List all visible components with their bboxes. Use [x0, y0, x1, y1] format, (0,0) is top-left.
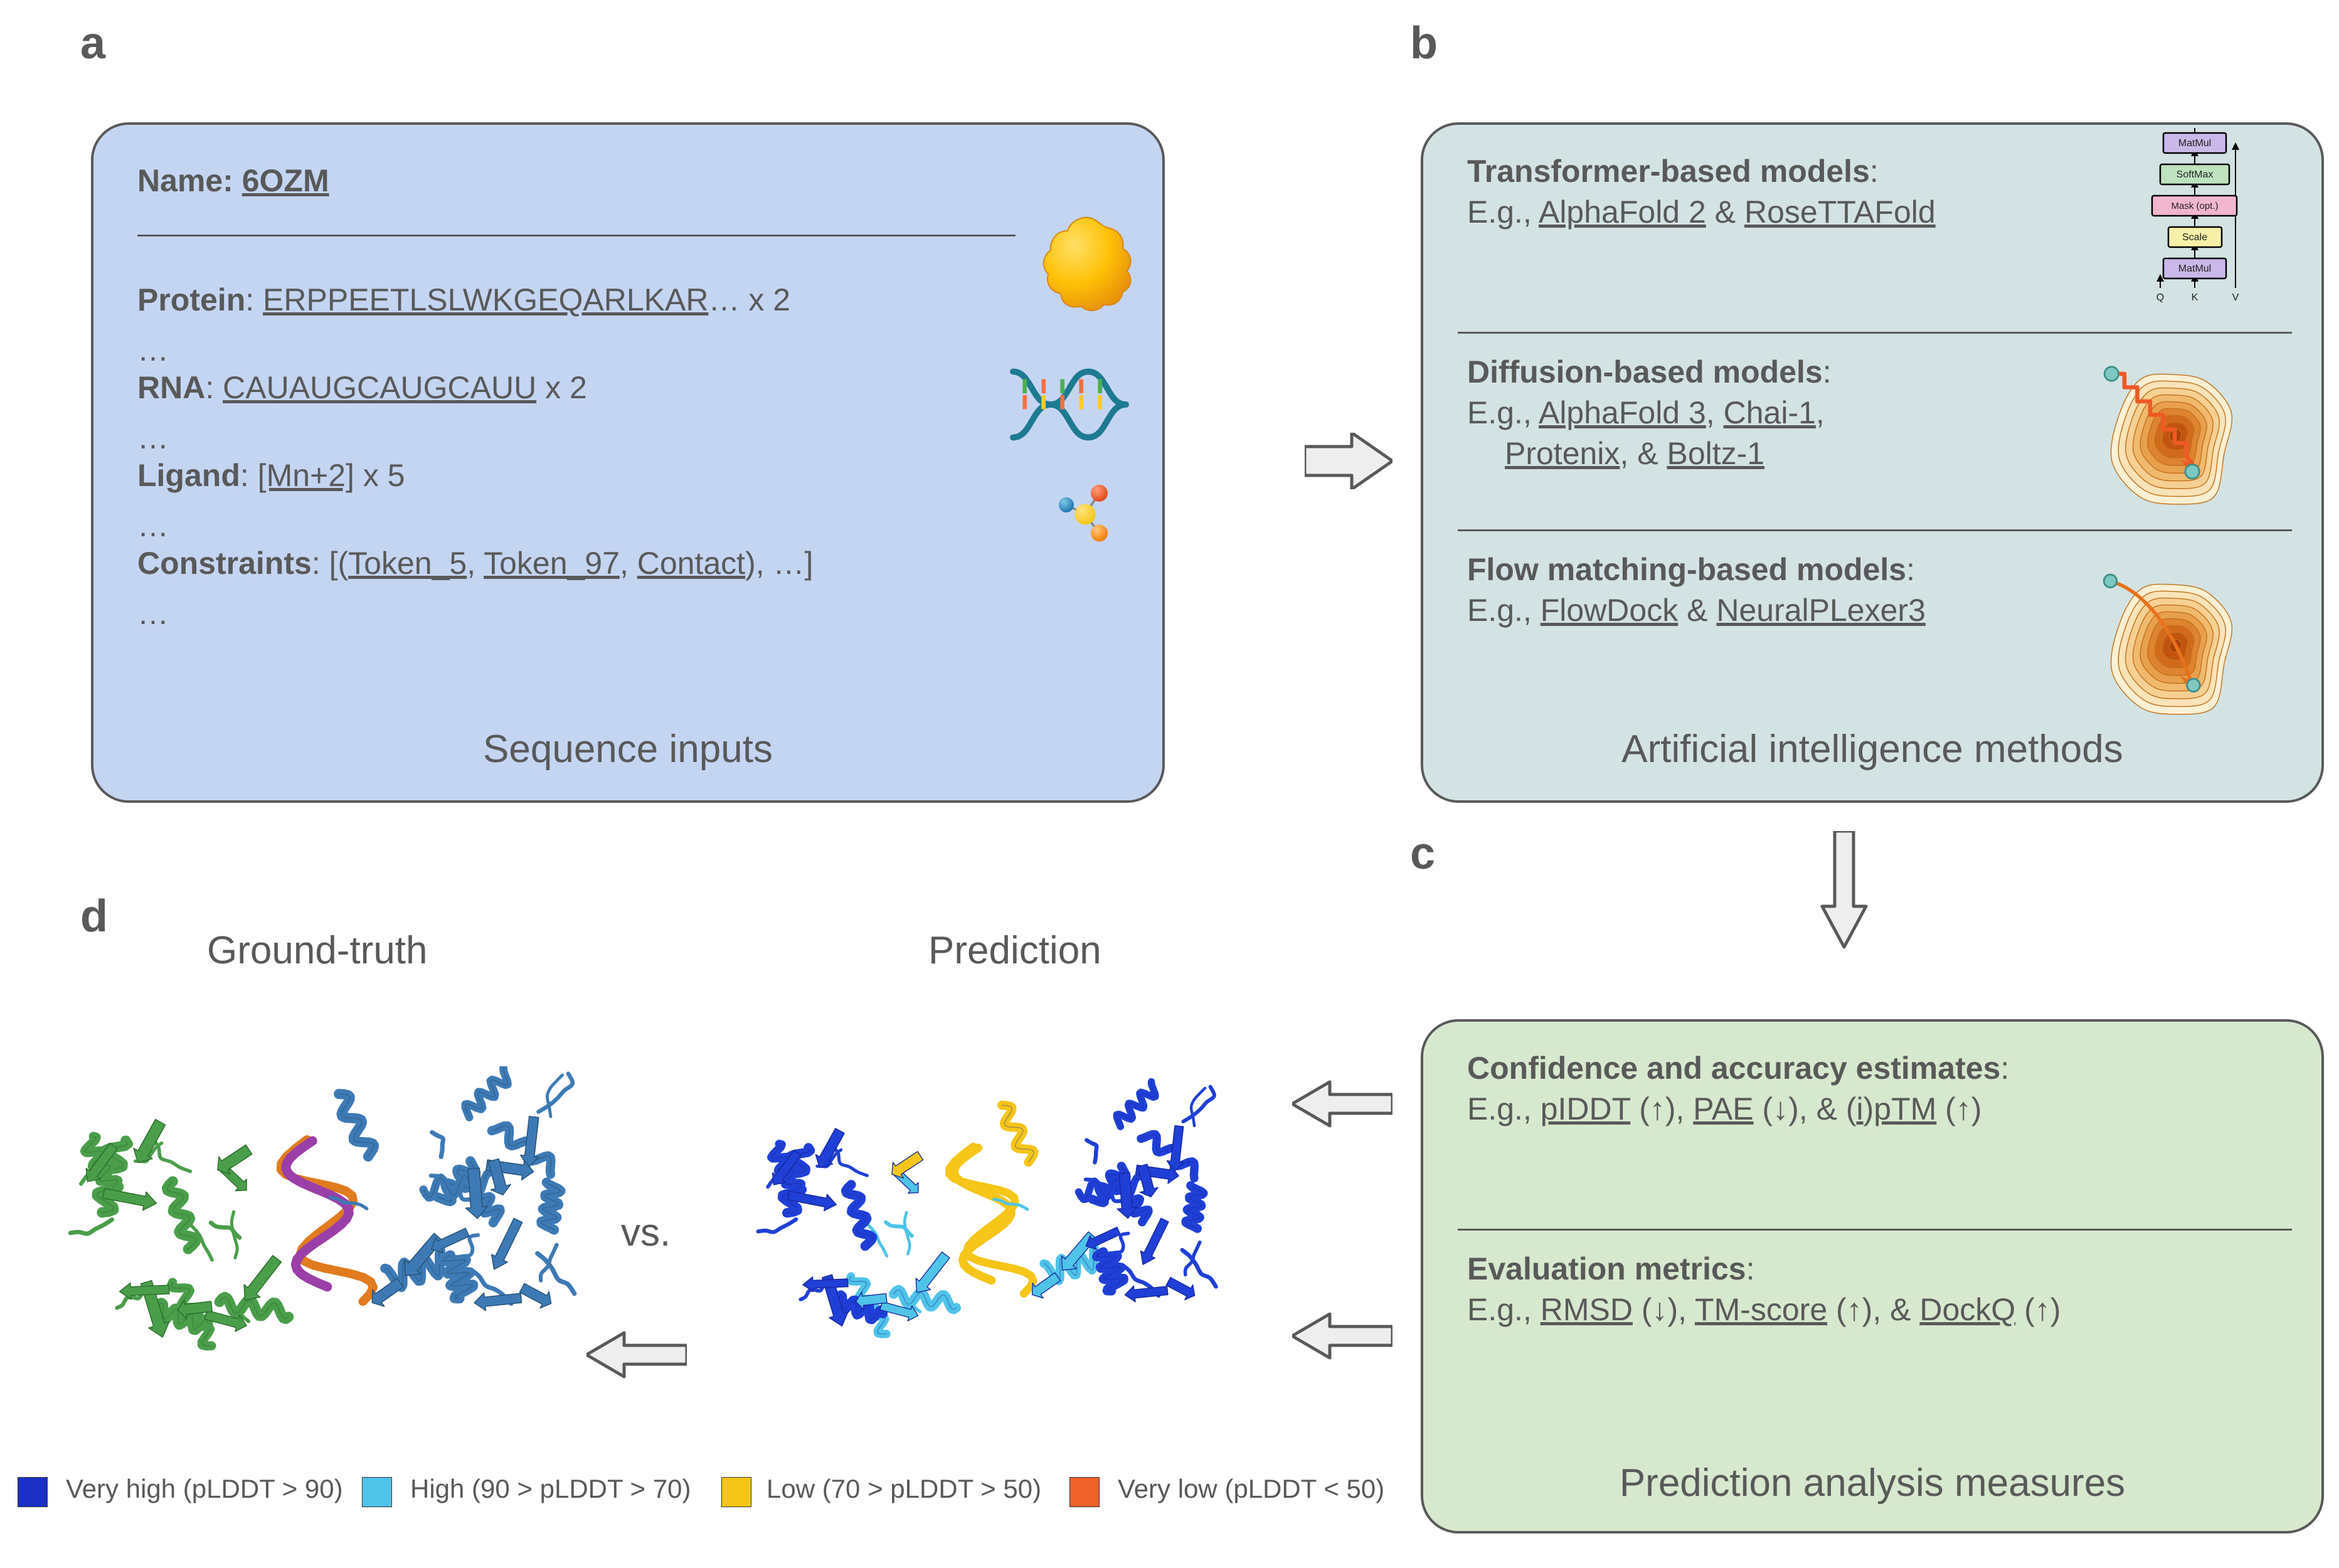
svg-text:MatMul: MatMul	[2178, 138, 2211, 149]
svg-text:SoftMax: SoftMax	[2177, 169, 2214, 180]
svg-text:MatMul: MatMul	[2178, 263, 2211, 274]
svg-text:Scale: Scale	[2182, 232, 2207, 243]
svg-text:Mask (opt.): Mask (opt.)	[2171, 201, 2218, 211]
svg-text:Q: Q	[2156, 292, 2164, 303]
svg-text:K: K	[2192, 292, 2198, 303]
svg-text:V: V	[2232, 292, 2239, 303]
